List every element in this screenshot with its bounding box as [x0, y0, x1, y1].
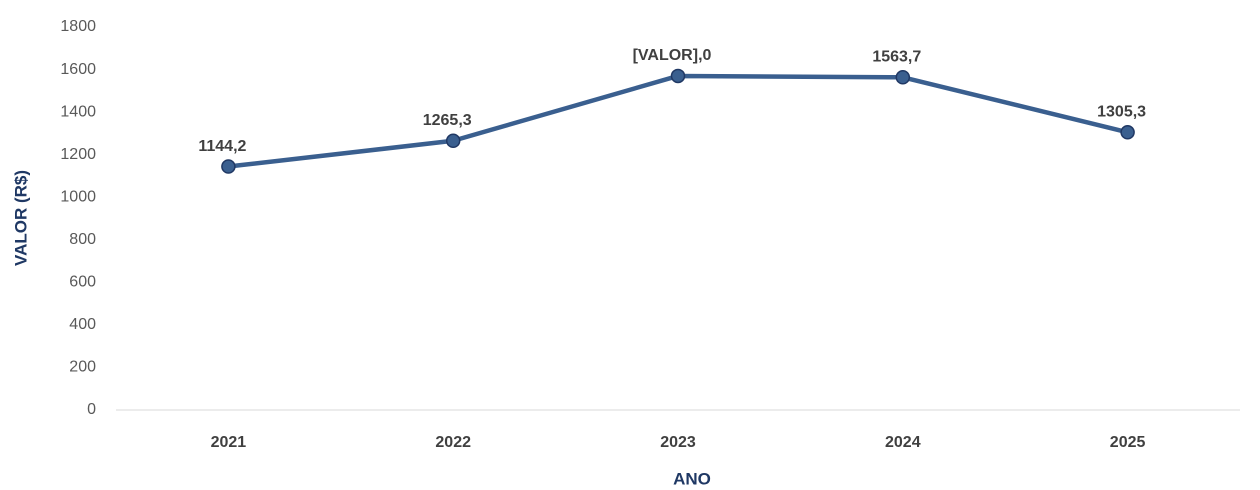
x-tick-label: 2025	[1110, 434, 1146, 451]
x-tick-label: 2023	[660, 434, 696, 451]
x-tick-label: 2022	[435, 434, 471, 451]
data-label: 1144,2	[198, 138, 246, 155]
x-axis-title: ANO	[673, 469, 711, 488]
y-tick-label: 400	[69, 316, 96, 333]
data-label: [VALOR],0	[633, 47, 712, 64]
marker	[221, 159, 236, 174]
y-tick-label: 1600	[60, 61, 96, 78]
y-tick-label: 0	[87, 401, 96, 418]
data-label: 1265,3	[423, 112, 472, 129]
y-tick-label: 600	[69, 274, 96, 291]
x-tick-label: 2021	[211, 434, 247, 451]
y-tick-label: 1200	[60, 146, 96, 163]
line	[226, 73, 1130, 169]
data-label: 1563,7	[872, 48, 921, 65]
x-tick-label: 2024	[885, 434, 921, 451]
y-tick-label: 1000	[60, 188, 96, 205]
marker	[445, 133, 461, 149]
y-tick-label: 1400	[60, 103, 96, 120]
y-tick-label: 800	[69, 231, 96, 248]
y-axis-title: VALOR (R$)	[11, 170, 30, 266]
marker	[1120, 125, 1135, 140]
marker	[895, 70, 911, 85]
y-tick-label: 1800	[60, 18, 96, 35]
y-tick-label: 200	[69, 359, 96, 376]
data-label: 1305,3	[1097, 103, 1146, 120]
marker	[670, 68, 686, 84]
